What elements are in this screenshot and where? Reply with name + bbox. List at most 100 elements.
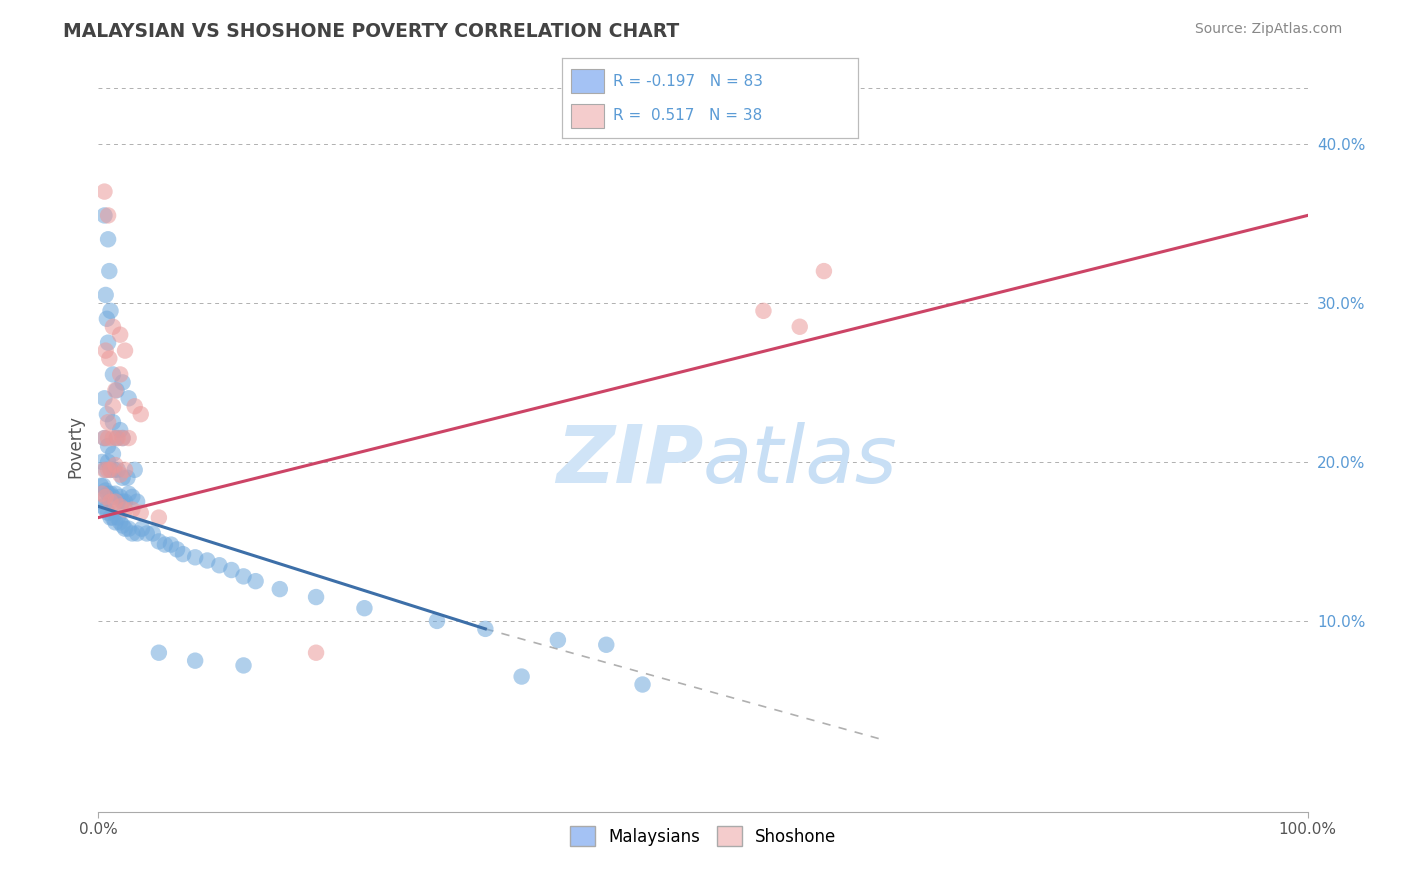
Point: [103, 463, 125, 477]
Point: [94, 483, 117, 498]
Point: [108, 516, 131, 530]
Point: [97, 209, 120, 223]
Point: [111, 518, 134, 533]
Point: [93, 392, 115, 406]
Point: [101, 415, 124, 429]
Point: [97, 431, 120, 445]
Point: [129, 407, 152, 421]
Point: [98, 264, 121, 278]
Point: [121, 490, 143, 504]
Point: [148, 646, 170, 660]
Point: [118, 392, 141, 406]
Point: [97, 415, 120, 429]
Point: [148, 534, 170, 549]
Text: R =  0.517   N = 38: R = 0.517 N = 38: [613, 108, 762, 123]
Point: [97, 335, 120, 350]
Point: [232, 569, 254, 583]
Point: [353, 601, 375, 615]
Point: [96, 311, 118, 326]
Point: [97, 439, 120, 453]
Bar: [571, 103, 603, 128]
Point: [93, 431, 115, 445]
Text: ZIP: ZIP: [555, 422, 703, 500]
Point: [91, 455, 114, 469]
Point: [101, 319, 124, 334]
Point: [752, 303, 775, 318]
Text: R = -0.197   N = 83: R = -0.197 N = 83: [613, 74, 762, 89]
Point: [114, 502, 136, 516]
Point: [232, 658, 254, 673]
Text: MALAYSIAN VS SHOSHONE POVERTY CORRELATION CHART: MALAYSIAN VS SHOSHONE POVERTY CORRELATIO…: [63, 22, 679, 41]
Point: [101, 431, 124, 445]
Point: [114, 343, 136, 358]
Point: [124, 399, 146, 413]
Point: [100, 510, 122, 524]
Point: [96, 407, 118, 421]
Point: [114, 463, 136, 477]
Point: [98, 351, 121, 366]
Text: atlas: atlas: [703, 422, 898, 500]
Point: [90, 479, 112, 493]
Point: [93, 209, 115, 223]
Point: [108, 500, 131, 514]
Point: [148, 510, 170, 524]
Point: [124, 463, 146, 477]
Point: [104, 384, 127, 398]
Point: [631, 677, 654, 691]
Point: [118, 522, 141, 536]
Point: [595, 638, 617, 652]
Point: [195, 553, 218, 567]
Point: [108, 467, 131, 482]
Point: [105, 431, 128, 445]
Point: [269, 582, 291, 596]
Point: [166, 542, 188, 557]
Point: [245, 574, 267, 589]
Point: [104, 458, 127, 472]
Point: [305, 590, 328, 604]
Point: [547, 632, 569, 647]
Point: [135, 526, 157, 541]
Point: [127, 526, 149, 541]
Point: [91, 500, 114, 514]
Point: [93, 185, 115, 199]
Point: [117, 471, 139, 485]
Point: [121, 526, 143, 541]
Point: [208, 558, 231, 573]
Point: [107, 494, 129, 508]
Point: [97, 463, 120, 477]
Point: [111, 376, 134, 390]
Point: [305, 646, 328, 660]
Point: [114, 522, 136, 536]
Point: [184, 654, 207, 668]
Point: [111, 471, 134, 485]
Point: [91, 479, 114, 493]
Point: [101, 510, 124, 524]
Point: [97, 455, 120, 469]
Point: [153, 538, 176, 552]
Point: [474, 622, 496, 636]
Point: [127, 494, 149, 508]
Y-axis label: Poverty: Poverty: [66, 415, 84, 477]
Point: [100, 303, 122, 318]
Point: [100, 463, 122, 477]
Point: [108, 368, 131, 382]
Point: [108, 327, 131, 342]
Point: [510, 669, 533, 683]
Point: [105, 384, 128, 398]
Text: Source: ZipAtlas.com: Source: ZipAtlas.com: [1195, 22, 1343, 37]
Point: [91, 486, 114, 500]
Point: [221, 563, 243, 577]
Point: [101, 447, 124, 461]
Point: [104, 486, 127, 500]
Point: [107, 463, 129, 477]
Point: [184, 550, 207, 565]
Point: [97, 232, 120, 246]
Point: [131, 522, 153, 536]
Point: [101, 399, 124, 413]
Point: [118, 431, 141, 445]
Point: [111, 431, 134, 445]
Point: [90, 494, 112, 508]
Point: [104, 494, 127, 508]
Point: [94, 463, 117, 477]
Point: [97, 506, 120, 520]
